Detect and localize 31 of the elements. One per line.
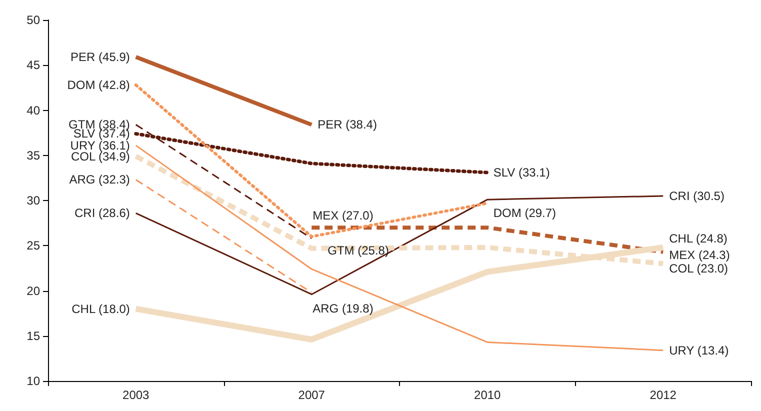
y-tick-label: 50 [26, 13, 40, 27]
y-tick-label: 45 [26, 58, 40, 72]
y-tick-label: 10 [26, 374, 40, 388]
text: ARG (32.3) [69, 172, 130, 187]
text: CRI (28.6) [74, 206, 130, 220]
text: MEX (24.3) [669, 248, 730, 262]
y-tick-label: 25 [26, 238, 40, 253]
x-tick-label: 2010 [474, 388, 502, 402]
y-tick-label: 35 [26, 148, 40, 162]
x-tick-label: 2003 [122, 388, 150, 402]
text: URY (13.4) [669, 343, 729, 358]
text: DOM (29.7) [493, 206, 556, 220]
text: CHL (18.0) [72, 302, 130, 316]
y-tick-label: 30 [26, 194, 40, 208]
text: COL (23.0) [669, 262, 728, 276]
line-series [135, 195, 664, 296]
text: SLV (33.1) [493, 166, 550, 180]
text: PER (45.9) [70, 50, 130, 64]
text: CRI (30.5) [669, 188, 724, 203]
text: ARG (19.8) [312, 302, 374, 316]
line-series [135, 144, 664, 352]
text: CHL (24.8) [669, 231, 728, 246]
y-tick-label: 20 [26, 284, 40, 298]
x-tick-label: 2007 [298, 388, 326, 402]
y-tick-label: 15 [26, 328, 40, 343]
text: GTM (25.8) [328, 243, 389, 258]
text: DOM (42.8) [67, 78, 130, 92]
x-tick-label: 2012 [650, 388, 677, 402]
text: PER (38.4) [318, 118, 377, 132]
text: MEX (27.0) [312, 208, 374, 223]
y-tick-label: 40 [26, 103, 40, 118]
